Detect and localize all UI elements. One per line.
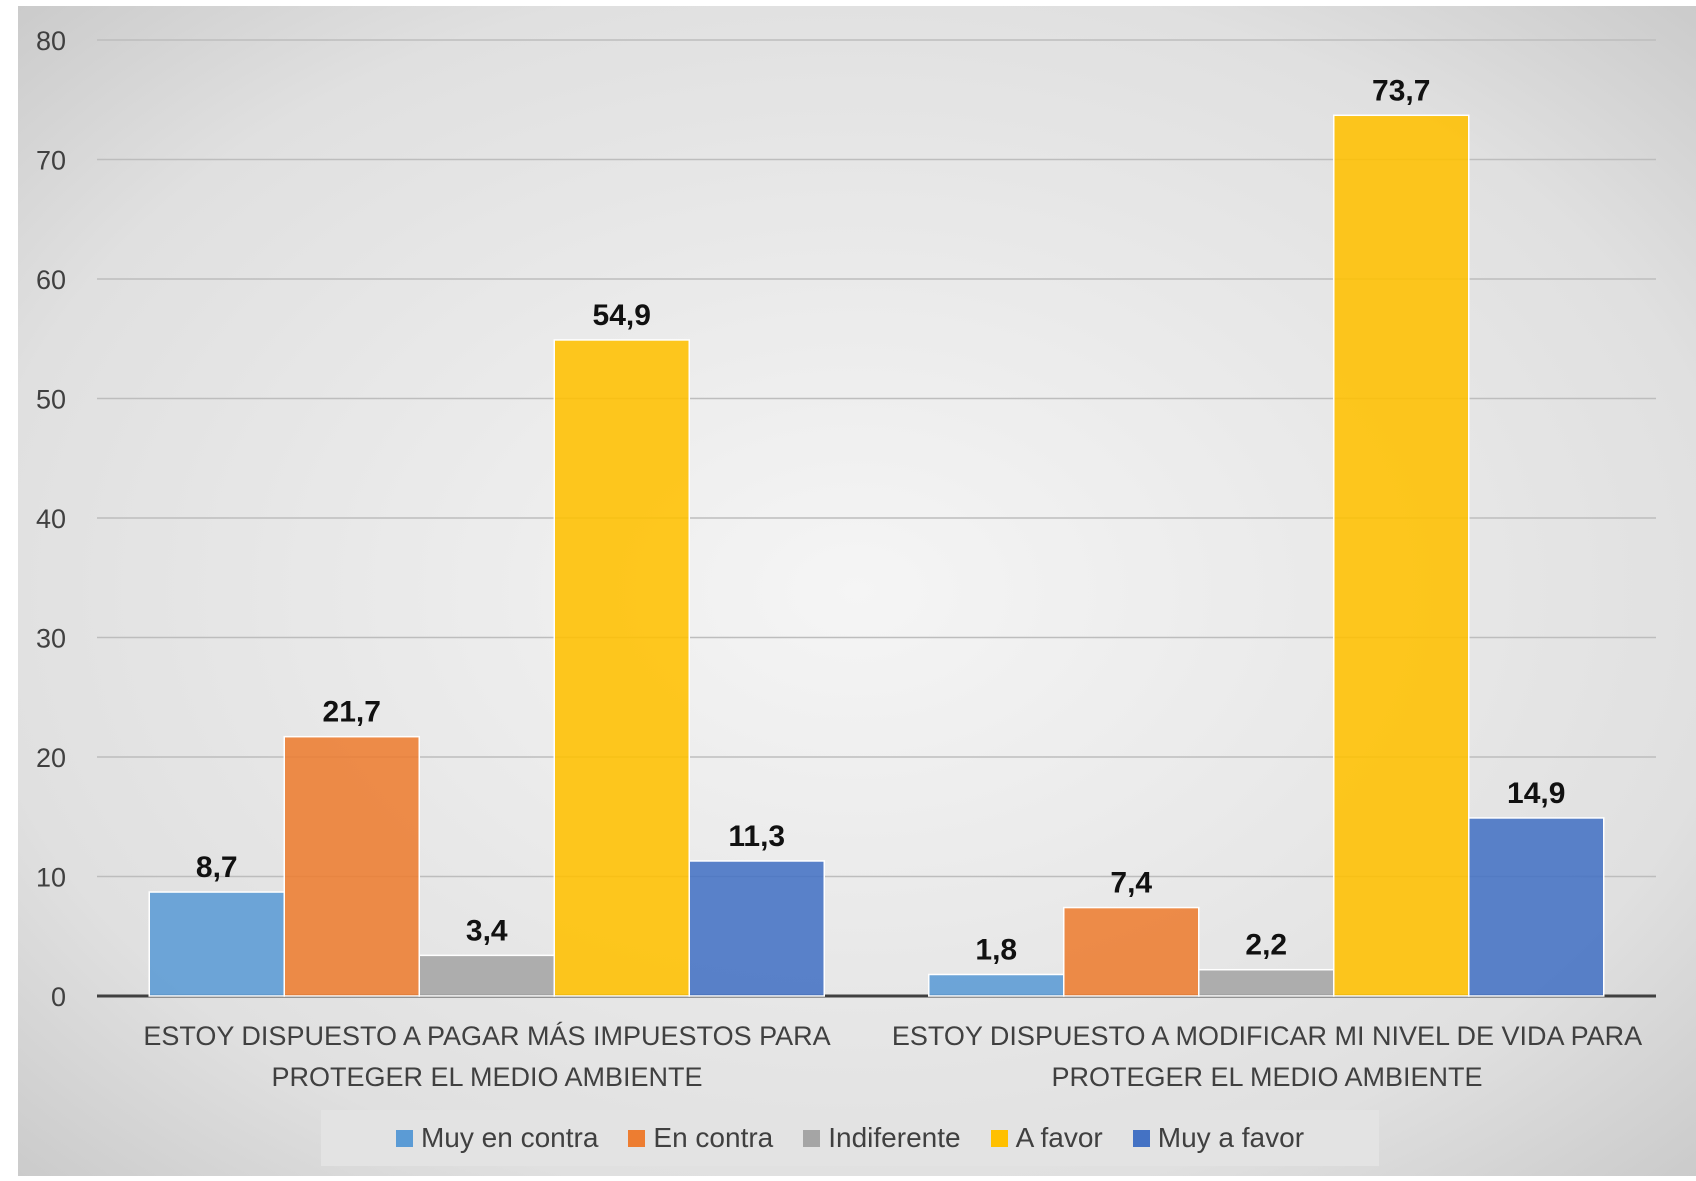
legend-item-a-favor: A favor (990, 1122, 1103, 1154)
data-label-0-1: 21,7 (323, 696, 381, 729)
legend-item-muy-a-favor: Muy a favor (1132, 1122, 1305, 1154)
legend-swatch-indiferente (803, 1129, 821, 1147)
y-tick-label-0: 0 (51, 982, 66, 1012)
legend-label-indiferente: Indiferente (828, 1122, 961, 1153)
bar-1-1 (1063, 906, 1200, 997)
y-tick-label-20: 20 (36, 743, 66, 773)
legend: Muy en contra En contra Indiferente A fa… (321, 1110, 1379, 1166)
legend-item-en-contra: En contra (628, 1122, 773, 1154)
legend-item-muy-en-contra: Muy en contra (395, 1122, 599, 1154)
data-label-1-4: 14,9 (1507, 777, 1565, 810)
legend-label-muy-a-favor: Muy a favor (1157, 1122, 1305, 1153)
bar-0-0 (148, 891, 285, 997)
data-label-1-0: 1,8 (975, 933, 1017, 966)
bar-0-2 (418, 954, 555, 997)
bar-0-3 (553, 339, 690, 997)
bar-0-1 (283, 735, 420, 997)
category-label-0: ESTOY DISPUESTO A PAGAR MÁS IMPUESTOS PA… (107, 1016, 867, 1098)
data-label-1-1: 7,4 (1110, 867, 1152, 900)
category-label-0-line-1: ESTOY DISPUESTO A PAGAR MÁS IMPUESTOS PA… (143, 1021, 831, 1051)
category-label-1-line-1: ESTOY DISPUESTO A MODIFICAR MI NIVEL DE … (891, 1021, 1643, 1051)
bar-1-3 (1333, 114, 1470, 997)
y-tick-label-80: 80 (36, 26, 66, 56)
legend-label-muy-en-contra: Muy en contra (420, 1122, 599, 1153)
bar-1-2 (1198, 968, 1335, 997)
data-label-0-2: 3,4 (466, 914, 508, 947)
y-tick-label-70: 70 (36, 146, 66, 176)
y-tick-label-40: 40 (36, 504, 66, 534)
legend-label-a-favor: A favor (1015, 1122, 1103, 1153)
y-tick-label-60: 60 (36, 265, 66, 295)
category-label-0-line-2: PROTEGER EL MEDIO AMBIENTE (271, 1062, 703, 1092)
y-tick-label-30: 30 (36, 624, 66, 654)
legend-item-indiferente: Indiferente (803, 1122, 961, 1154)
data-label-0-0: 8,7 (196, 851, 238, 884)
category-label-1: ESTOY DISPUESTO A MODIFICAR MI NIVEL DE … (887, 1016, 1647, 1098)
category-label-1-line-2: PROTEGER EL MEDIO AMBIENTE (1051, 1062, 1483, 1092)
data-label-0-3: 54,9 (593, 299, 651, 332)
legend-swatch-en-contra (628, 1129, 646, 1147)
legend-swatch-muy-a-favor (1132, 1129, 1150, 1147)
bar-1-0 (928, 973, 1065, 997)
y-tick-label-10: 10 (36, 863, 66, 893)
bar-1-4 (1468, 817, 1605, 997)
legend-swatch-muy-en-contra (395, 1129, 413, 1147)
data-label-1-3: 73,7 (1372, 74, 1430, 107)
y-tick-label-50: 50 (36, 385, 66, 415)
bar-0-4 (688, 860, 825, 997)
data-label-1-2: 2,2 (1245, 929, 1287, 962)
legend-swatch-a-favor (990, 1129, 1008, 1147)
legend-label-en-contra: En contra (653, 1122, 774, 1153)
data-label-0-4: 11,3 (728, 820, 785, 853)
